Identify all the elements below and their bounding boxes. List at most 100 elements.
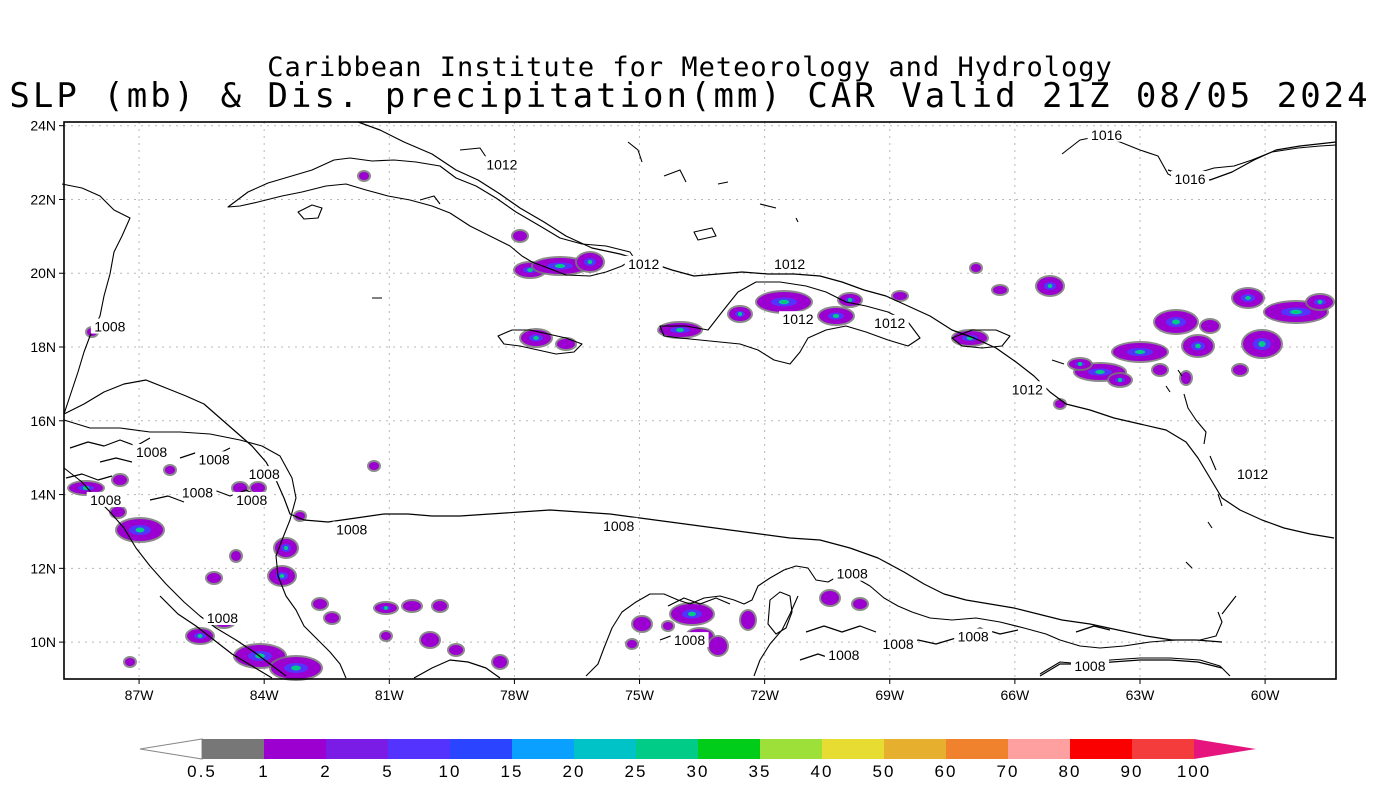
isobar-label-bg xyxy=(245,466,284,482)
precip-cell xyxy=(893,292,907,300)
small-antilles xyxy=(1051,359,1223,569)
precip-cell-core xyxy=(1245,296,1251,300)
colorbar-label: 35 xyxy=(749,762,772,781)
isobar-label-bg xyxy=(954,628,993,644)
colorbar-label: 40 xyxy=(811,762,834,781)
colorbar-label: 30 xyxy=(687,762,710,781)
colorbar-label: 1 xyxy=(258,762,269,781)
precip-cell xyxy=(709,637,727,655)
cuba-coastline xyxy=(227,157,635,277)
precip-cell-core xyxy=(1258,341,1266,347)
isobar-label: 1008 xyxy=(603,518,634,534)
colorbar-swatch xyxy=(264,739,326,759)
precip-cell-core xyxy=(738,312,742,316)
axis-labels: 24N 22N 20N 18N 16N 14N 12N 10N 87W 84W 81W 78W 75W 7… xyxy=(30,118,1280,703)
precip-cell xyxy=(113,475,127,485)
colorbar-swatch xyxy=(574,739,636,759)
isobar-label-bg xyxy=(824,646,863,662)
precip-cell xyxy=(1153,365,1167,375)
isle-of-youth xyxy=(297,204,323,220)
precip-cell-core xyxy=(832,314,840,318)
colorbar-swatch xyxy=(1008,739,1070,759)
precip-cell xyxy=(165,466,175,474)
colorbar-legend: 0.5 1 2 5 10 15 20 25 30 35 40 50 60 70 80 90 100 xyxy=(139,738,1256,781)
colorbar-label: 100 xyxy=(1177,762,1211,781)
lon-tick-label: 81W xyxy=(375,687,405,703)
colorbar-label: 10 xyxy=(439,762,462,781)
colorbar-label: 15 xyxy=(501,762,524,781)
precip-cell xyxy=(513,231,527,241)
precip-cell xyxy=(821,591,839,605)
isobar-label: 1008 xyxy=(136,444,167,460)
isobar-label-bg xyxy=(332,521,371,537)
colorbar-label: 25 xyxy=(625,762,648,781)
isobar-label-bg xyxy=(86,491,125,507)
isobar-label: 1008 xyxy=(90,492,121,508)
lon-tick-label: 75W xyxy=(625,687,655,703)
lat-tick-label: 14N xyxy=(30,487,56,503)
precip-cell xyxy=(633,617,651,631)
isobar-1012-north xyxy=(357,121,1335,539)
isobar-label: 1008 xyxy=(674,632,705,648)
lat-tick-label: 10N xyxy=(30,634,56,650)
precip-cell-core xyxy=(284,546,288,550)
precip-cell-core xyxy=(291,665,301,671)
precip-cell xyxy=(111,507,125,517)
precip-cell-core xyxy=(778,299,790,305)
isobar-label-bg xyxy=(132,443,171,459)
lake-maracaibo xyxy=(767,591,793,635)
colorbar-swatch xyxy=(1132,739,1194,759)
colorbar-swatch xyxy=(636,739,698,759)
isobar-label: 1012 xyxy=(874,315,905,331)
colorbar-swatch xyxy=(450,739,512,759)
lon-tick-label: 63W xyxy=(1126,687,1156,703)
precip-cell-core xyxy=(1047,284,1053,288)
isobar-label-bg xyxy=(770,255,809,271)
isobar-label: 1012 xyxy=(486,156,517,172)
colorbar-label: 20 xyxy=(563,762,586,781)
isobar-label-bg xyxy=(624,255,663,271)
jamaica-coastline xyxy=(497,329,583,355)
precip-cell-core xyxy=(527,268,533,272)
precip-cell xyxy=(1181,372,1191,384)
chart-title: Caribbean Institute for Meteorology and … xyxy=(267,52,1113,83)
precip-cell xyxy=(449,645,463,655)
lat-tick-label: 16N xyxy=(30,413,56,429)
isobar-label-bg xyxy=(870,314,909,330)
map-frame xyxy=(63,121,1337,680)
precip-cell xyxy=(627,640,637,648)
precip-cell xyxy=(663,622,673,630)
colorbar-swatch xyxy=(760,739,822,759)
precip-cell-core xyxy=(1118,378,1122,382)
isobar-labels: 1016 1016 1012 1012 1012 1012 1012 1012 1012 1008… xyxy=(86,126,1272,674)
isobar-label: 1008 xyxy=(249,466,280,482)
lon-tick-label: 60W xyxy=(1251,687,1281,703)
precip-cell-core xyxy=(1078,362,1082,366)
precip-cell xyxy=(741,611,755,629)
isobar-label-bg xyxy=(879,635,918,651)
precip-cell-core xyxy=(1134,350,1146,354)
isobar-label: 1012 xyxy=(628,256,659,272)
isobar-label: 1012 xyxy=(1237,466,1268,482)
precip-cell xyxy=(251,483,265,493)
isobar-label: 1008 xyxy=(958,628,989,644)
precip-cell-core xyxy=(384,606,388,610)
isobar-label: 1008 xyxy=(837,566,868,582)
grid-lines xyxy=(64,122,1336,679)
colorbar-label: 50 xyxy=(873,762,896,781)
precip-cell xyxy=(1055,400,1065,408)
isobar-label-bg xyxy=(482,156,521,172)
isobar-label-bg xyxy=(1233,466,1272,482)
lat-tick-label: 24N xyxy=(30,118,56,134)
isobar-label-bg xyxy=(1087,126,1126,142)
bahamas-islands xyxy=(372,141,799,299)
isobar-label: 1008 xyxy=(236,492,267,508)
isobar-label-bg xyxy=(178,484,217,500)
precip-cell xyxy=(295,512,305,520)
isobar-label-bg xyxy=(1008,381,1047,397)
isobar-label-bg xyxy=(1070,657,1109,673)
colorbar-label: 90 xyxy=(1121,762,1144,781)
precip-cell xyxy=(125,658,135,666)
central-america-coast xyxy=(61,183,347,679)
